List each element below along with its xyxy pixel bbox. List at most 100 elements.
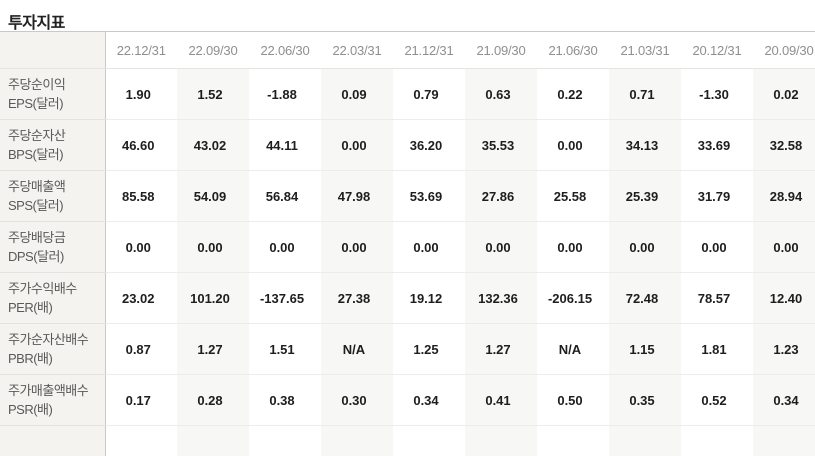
value-cell: 0.35	[609, 375, 681, 426]
value-cell: N/A	[321, 324, 393, 375]
value-cell	[465, 426, 537, 456]
metric-name: 주가매출액배수	[8, 381, 99, 401]
value-cell: 0.00	[537, 222, 609, 273]
value-cell: 0.00	[177, 222, 249, 273]
value-cell: 0.00	[393, 222, 465, 273]
column-header: 22.06/30	[249, 32, 321, 69]
row-label	[0, 426, 105, 456]
value-cell: 0.00	[609, 222, 681, 273]
value-cell: 32.58	[753, 120, 815, 171]
value-cell: 0.00	[537, 120, 609, 171]
value-cell: 101.20	[177, 273, 249, 324]
value-cell	[681, 426, 753, 456]
value-cell: 0.34	[393, 375, 465, 426]
metric-name: 주당순자산	[8, 126, 99, 146]
column-header: 20.09/30	[753, 32, 815, 69]
value-cell: 0.17	[105, 375, 177, 426]
value-cell: 0.09	[321, 69, 393, 120]
metric-name: 주가순자산배수	[8, 330, 99, 350]
value-cell: 54.09	[177, 171, 249, 222]
value-cell: 56.84	[249, 171, 321, 222]
value-cell: 34.13	[609, 120, 681, 171]
value-cell	[105, 426, 177, 456]
metric-code: SPS(달러)	[8, 196, 99, 216]
value-cell: 1.27	[465, 324, 537, 375]
column-header: 21.09/30	[465, 32, 537, 69]
column-header: 22.12/31	[105, 32, 177, 69]
value-cell: N/A	[537, 324, 609, 375]
value-cell: 0.00	[753, 222, 815, 273]
value-cell: 47.98	[321, 171, 393, 222]
value-cell: 0.38	[249, 375, 321, 426]
metric-code: PSR(배)	[8, 400, 99, 420]
column-header: 21.03/31	[609, 32, 681, 69]
value-cell	[609, 426, 681, 456]
value-cell: 0.79	[393, 69, 465, 120]
value-cell: 0.50	[537, 375, 609, 426]
value-cell: 31.79	[681, 171, 753, 222]
value-cell	[321, 426, 393, 456]
value-cell: -206.15	[537, 273, 609, 324]
value-cell: 25.58	[537, 171, 609, 222]
value-cell: 36.20	[393, 120, 465, 171]
value-cell: 0.00	[465, 222, 537, 273]
value-cell: 0.00	[249, 222, 321, 273]
value-cell: 0.87	[105, 324, 177, 375]
column-header: 22.03/31	[321, 32, 393, 69]
value-cell: 1.23	[753, 324, 815, 375]
value-cell: 43.02	[177, 120, 249, 171]
value-cell	[249, 426, 321, 456]
value-cell: 23.02	[105, 273, 177, 324]
value-cell: 0.00	[321, 120, 393, 171]
value-cell	[177, 426, 249, 456]
value-cell: 78.57	[681, 273, 753, 324]
metric-code: BPS(달러)	[8, 145, 99, 165]
metric-name: 주당매출액	[8, 177, 99, 197]
value-cell	[753, 426, 815, 456]
metric-name: 주가수익배수	[8, 279, 99, 299]
value-cell: 1.81	[681, 324, 753, 375]
value-cell: 1.52	[177, 69, 249, 120]
value-cell: 27.86	[465, 171, 537, 222]
column-header: 20.12/31	[681, 32, 753, 69]
value-cell: 25.39	[609, 171, 681, 222]
value-cell: 1.27	[177, 324, 249, 375]
value-cell: 1.51	[249, 324, 321, 375]
value-cell: 0.30	[321, 375, 393, 426]
value-cell: 1.25	[393, 324, 465, 375]
metric-code: PER(배)	[8, 298, 99, 318]
value-cell: 0.22	[537, 69, 609, 120]
metric-name: 주당배당금	[8, 228, 99, 248]
column-header: 21.12/31	[393, 32, 465, 69]
value-cell: -137.65	[249, 273, 321, 324]
value-cell: 1.90	[105, 69, 177, 120]
column-header: 22.09/30	[177, 32, 249, 69]
value-cell: 19.12	[393, 273, 465, 324]
value-cell: 0.52	[681, 375, 753, 426]
table-row-partial	[0, 426, 815, 456]
value-cell: 0.00	[105, 222, 177, 273]
corner-cell	[0, 32, 105, 69]
value-cell: 0.28	[177, 375, 249, 426]
metric-code: PBR(배)	[8, 349, 99, 369]
metric-code: EPS(달러)	[8, 94, 99, 114]
page-title: 투자지표	[0, 0, 815, 31]
column-header: 21.06/30	[537, 32, 609, 69]
